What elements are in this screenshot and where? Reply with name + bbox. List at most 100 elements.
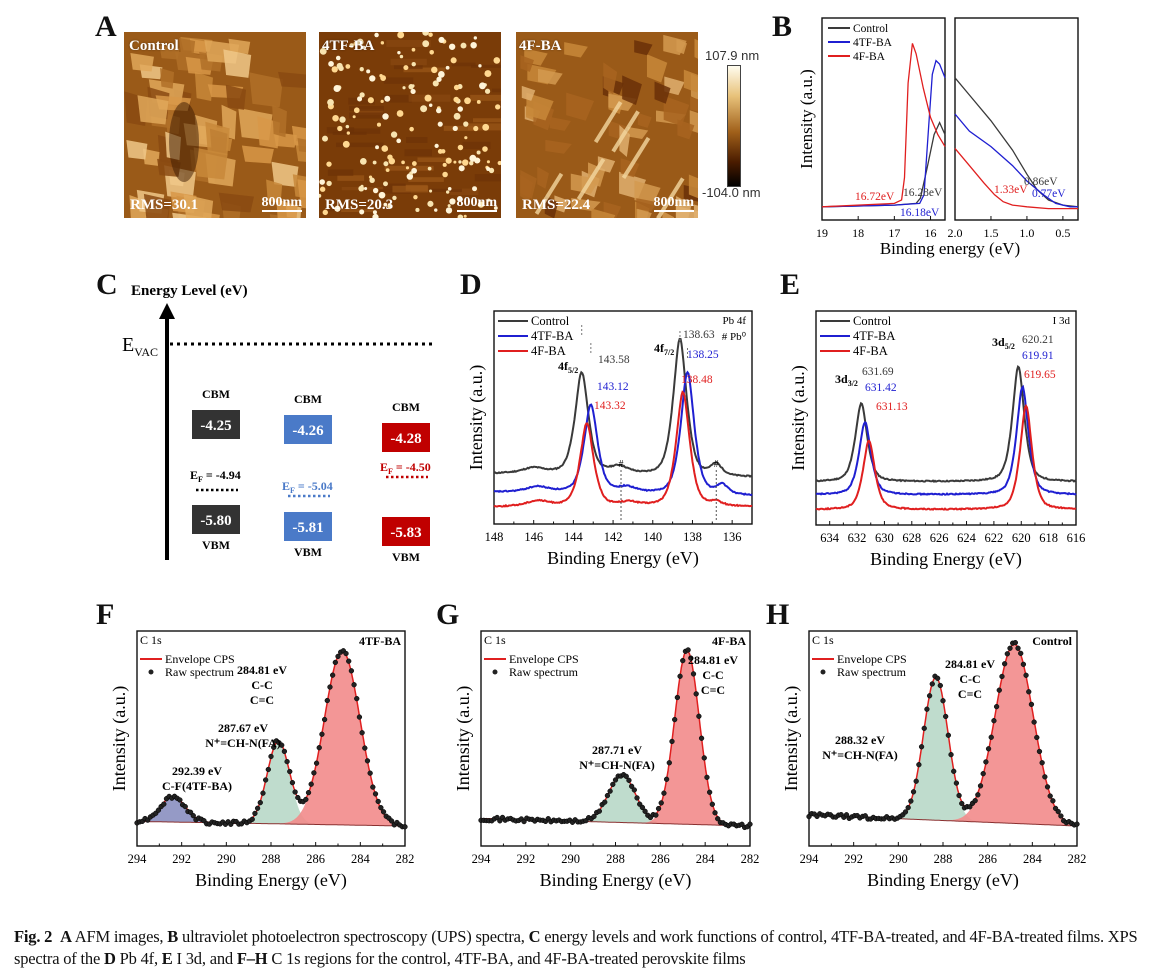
y-axis-label: Intensity (a.u.) <box>466 365 487 470</box>
caption-text: I 3d, and <box>172 949 237 968</box>
chart-g-c1s-4f-ba: 294 292 290 288 286 284 282 Binding Energy (eV)… <box>453 630 760 891</box>
y-axis-label: Intensity (a.u.) <box>797 69 816 169</box>
afm-particle <box>437 121 443 127</box>
x-tick-label: 286 <box>978 852 997 866</box>
raw-data-point <box>602 799 608 805</box>
raw-data-point <box>324 697 330 704</box>
peak-label: 288.32 eV <box>835 733 885 747</box>
x-axis-label: Binding energy (eV) <box>880 239 1020 258</box>
plot-frame <box>493 310 753 525</box>
raw-data-point <box>918 744 925 750</box>
afm-particle <box>452 125 458 132</box>
caption-text: energy levels and work functions of cont… <box>14 927 1138 968</box>
raw-data-point <box>685 647 691 653</box>
y-axis-label: Intensity (a.u.) <box>788 365 809 470</box>
afm-particle <box>337 125 343 132</box>
afm-particle <box>445 65 450 70</box>
raw-data-point <box>370 784 376 790</box>
afm-grain <box>619 124 631 157</box>
y-axis-label: Intensity (a.u.) <box>109 686 130 791</box>
afm-particle <box>376 122 382 127</box>
afm-grain <box>591 208 616 218</box>
raw-data-point <box>1044 784 1051 790</box>
afm-particle <box>436 76 442 82</box>
afm-grain <box>272 104 287 138</box>
raw-data-point <box>967 804 973 810</box>
afm-particle <box>397 50 401 55</box>
afm-particle <box>322 209 328 216</box>
raw-data-point <box>316 745 322 751</box>
legend-label: Envelope CPS <box>165 652 235 666</box>
afm-particle <box>339 116 346 123</box>
afm-particle <box>367 97 374 104</box>
core-level-label: C 1s <box>812 633 834 647</box>
afm-grain <box>249 72 284 108</box>
legend-label: Control <box>853 23 888 35</box>
afm-particle <box>346 131 351 135</box>
raw-data-point <box>1034 734 1040 741</box>
afm-stripe <box>341 208 374 213</box>
cbm-box <box>382 423 430 452</box>
raw-data-point <box>929 681 935 687</box>
afm-particle <box>434 208 438 212</box>
raw-data-point <box>1050 798 1056 804</box>
legend-label: Raw spectrum <box>509 665 579 679</box>
raw-data-point <box>271 744 277 750</box>
afm-grain <box>521 85 536 101</box>
peak-annotation: 143.12 <box>597 381 629 393</box>
plot-frame <box>954 17 1079 221</box>
raw-data-point <box>303 796 309 803</box>
afm-particle <box>387 154 393 160</box>
raw-data-point <box>161 801 167 807</box>
afm-particle <box>372 210 377 215</box>
raw-data-point <box>977 783 984 789</box>
afm-grain <box>273 131 297 148</box>
afm-stripe <box>474 174 501 182</box>
cbm-value: -4.28 <box>390 431 421 447</box>
afm-particle <box>387 204 392 209</box>
x-tick-label: 282 <box>741 852 760 866</box>
raw-data-point <box>591 813 597 820</box>
afm-particle <box>362 45 366 50</box>
afm-stripe <box>451 62 476 67</box>
afm-particle <box>326 161 332 167</box>
afm-particle <box>372 187 379 194</box>
afm-stripe <box>357 109 384 116</box>
energy-axis-title: Energy Level (eV) <box>131 283 248 299</box>
x-tick-label: 2.0 <box>948 226 963 240</box>
afm-grain <box>622 75 642 105</box>
raw-data-point <box>343 650 349 657</box>
afm-grain <box>637 208 652 218</box>
x-tick-label: 632 <box>848 531 867 545</box>
raw-data-point <box>639 804 646 811</box>
afm-particle <box>383 161 389 167</box>
afm-particle <box>319 186 326 192</box>
afm-particle <box>438 71 445 78</box>
afm-grain <box>142 148 160 166</box>
raw-data-point <box>688 655 694 661</box>
annotation-label: 1.33eV <box>994 184 1028 196</box>
afm-scale-bar: 800nm <box>261 195 302 212</box>
raw-data-point <box>1042 774 1048 780</box>
plot-frame <box>821 17 946 221</box>
raw-data-point <box>626 777 632 783</box>
caption-ref: C <box>528 927 541 946</box>
afm-particle <box>353 107 360 114</box>
raw-data-point <box>1012 639 1019 646</box>
afm-grain <box>143 193 171 218</box>
peak-label: C-C <box>959 672 980 686</box>
afm-colorbar <box>727 65 741 187</box>
afm-particle <box>484 70 492 78</box>
afm-stripe <box>471 64 501 68</box>
raw-data-point <box>1023 672 1029 678</box>
afm-particle <box>382 113 389 120</box>
afm-particle <box>392 195 397 201</box>
raw-data-point <box>943 713 949 720</box>
afm-particle <box>422 40 430 48</box>
peak-label: C=C <box>701 683 725 697</box>
peak-annotation: 631.42 <box>865 382 897 394</box>
raw-data-point <box>364 758 371 764</box>
afm-grain <box>603 62 618 95</box>
x-tick-label: 284 <box>1023 852 1043 866</box>
raw-data-point <box>262 777 269 783</box>
